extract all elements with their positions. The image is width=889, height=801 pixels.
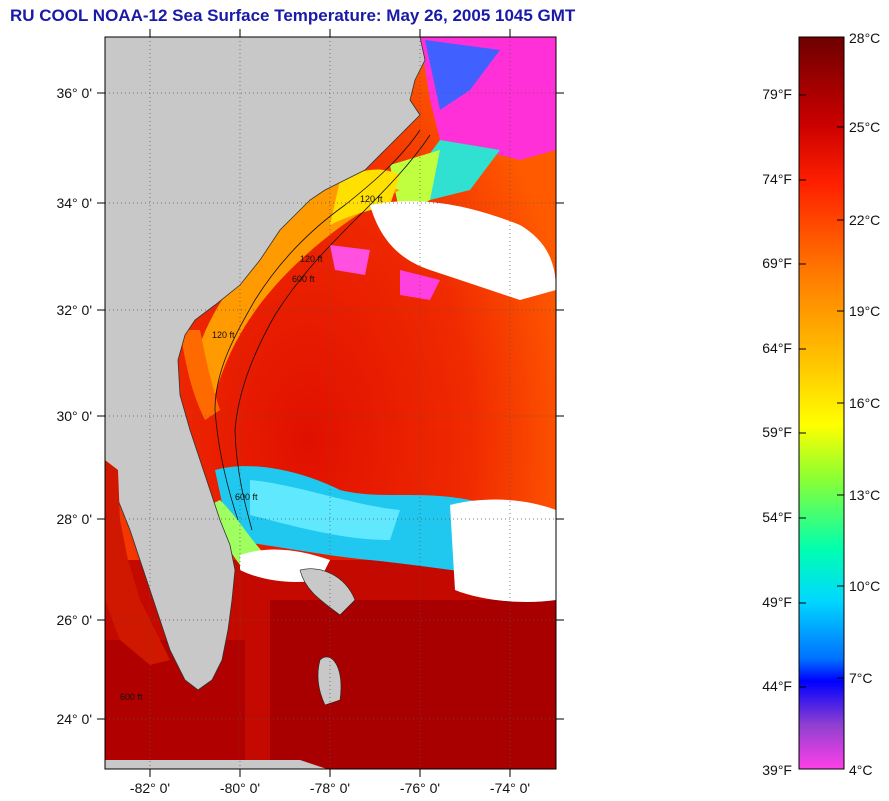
lat-label: 30° 0' bbox=[56, 408, 92, 424]
colorbar-f-label: 49°F bbox=[762, 594, 792, 610]
colorbar: 79°F 74°F 69°F 64°F 59°F 54°F 49°F 44°F … bbox=[762, 30, 880, 778]
colorbar-ticks bbox=[799, 94, 844, 688]
lat-label: 34° 0' bbox=[56, 195, 92, 211]
colorbar-f-label: 64°F bbox=[762, 340, 792, 356]
colorbar-f-label: 39°F bbox=[762, 762, 792, 778]
colorbar-f-label: 54°F bbox=[762, 509, 792, 525]
map-title: RU COOL NOAA-12 Sea Surface Temperature:… bbox=[10, 6, 576, 25]
colorbar-f-label: 59°F bbox=[762, 424, 792, 440]
colorbar-c-label: 16°C bbox=[849, 395, 880, 411]
colorbar-c-label: 10°C bbox=[849, 578, 880, 594]
colorbar-c-label: 28°C bbox=[849, 30, 880, 46]
lat-label: 32° 0' bbox=[56, 302, 92, 318]
colorbar-f-label: 69°F bbox=[762, 255, 792, 271]
colorbar-c-label: 22°C bbox=[849, 212, 880, 228]
contour-label: 120 ft bbox=[300, 254, 323, 264]
cloud-mask bbox=[370, 201, 556, 300]
lat-label: 36° 0' bbox=[56, 85, 92, 101]
colorbar-f-label: 74°F bbox=[762, 171, 792, 187]
map-plot-area: 120 ft 600 ft 120 ft 600 ft 120 ft 600 f… bbox=[105, 37, 556, 769]
contour-label: 120 ft bbox=[360, 194, 383, 204]
axis-ticks bbox=[97, 29, 564, 777]
contour-label: 600 ft bbox=[292, 274, 315, 284]
lon-label: -78° 0' bbox=[310, 780, 350, 796]
contour-label: 600 ft bbox=[235, 492, 258, 502]
lat-label: 24° 0' bbox=[56, 711, 92, 727]
colorbar-c-label: 7°C bbox=[849, 670, 873, 686]
lon-label: -76° 0' bbox=[400, 780, 440, 796]
lon-label: -82° 0' bbox=[130, 780, 170, 796]
colorbar-gradient bbox=[798, 36, 845, 770]
colorbar-f-label: 44°F bbox=[762, 678, 792, 694]
colorbar-c-label: 25°C bbox=[849, 119, 880, 135]
lon-label: -80° 0' bbox=[220, 780, 260, 796]
lat-label: 26° 0' bbox=[56, 612, 92, 628]
colorbar-c-label: 13°C bbox=[849, 487, 880, 503]
land-mass bbox=[105, 37, 426, 691]
contour-label: 600 ft bbox=[120, 692, 143, 702]
colorbar-c-label: 19°C bbox=[849, 303, 880, 319]
colorbar-c-label: 4°C bbox=[849, 762, 873, 778]
lon-label: -74° 0' bbox=[490, 780, 530, 796]
colorbar-f-label: 79°F bbox=[762, 86, 792, 102]
lat-label: 28° 0' bbox=[56, 511, 92, 527]
contour-label: 120 ft bbox=[212, 330, 235, 340]
